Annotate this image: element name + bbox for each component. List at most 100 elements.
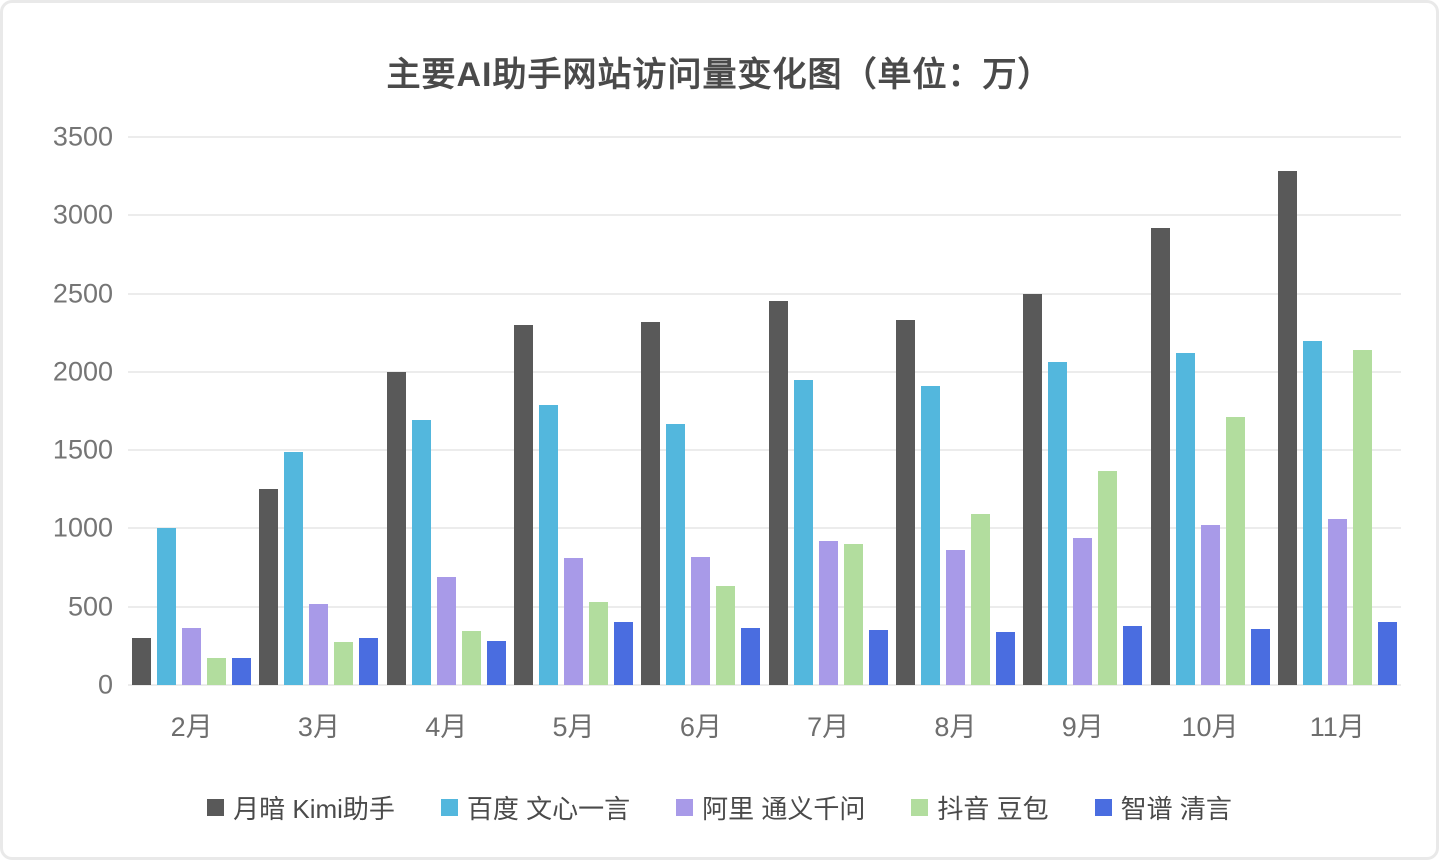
y-axis-tick-label: 2500 [52,278,113,309]
bar [1327,519,1347,685]
bar [207,657,227,685]
bar [157,527,177,685]
bar [1073,537,1093,685]
gridline [128,136,1401,138]
legend-label: 百度 文心一言 [466,794,631,824]
bar [589,602,609,685]
bar [1150,227,1170,685]
y-axis-tick-label: 500 [67,591,113,622]
y-axis-tick-label: 1000 [52,512,113,543]
gridline [128,527,1401,530]
bar [691,556,711,685]
bar [945,550,965,685]
bar [514,324,534,685]
gridline [128,370,1401,373]
bar [970,513,990,685]
bar [716,586,736,685]
bar [411,420,431,685]
legend-label: 阿里 通义千问 [702,794,866,824]
y-axis-tick-label: 0 [97,669,113,700]
x-axis: 2月 3月 4月 5月 6月 7月 8月 9月 10月 11月 [128,705,1401,744]
bar-group-4月 [386,137,506,685]
bar [741,627,761,685]
plot-area [128,136,1401,686]
bar-group-8月 [895,137,1015,685]
chart-title: 主要AI助手网站访问量变化图（单位：万） [386,56,1053,94]
bar [768,301,788,685]
bar [309,603,329,685]
gridline [128,292,1401,295]
legend-label: 抖音 豆包 [937,794,1049,824]
x-axis-tick-label: 9月 [1061,712,1104,742]
legend-swatch-icon [1094,799,1112,816]
bar [1302,340,1322,685]
y-axis-tick-label: 3500 [52,121,113,152]
bar [1048,362,1068,685]
bar-groups [128,137,1401,685]
bar [641,321,661,685]
bar [614,621,634,685]
bar-group-7月 [768,137,888,685]
legend-label: 月暗 Kimi助手 [233,794,395,824]
x-axis-tick-label: 10月 [1181,712,1239,742]
legend-item: 阿里 通义千问 [676,789,865,826]
bar [793,379,813,685]
bar [182,627,202,685]
legend-swatch-icon [676,799,694,816]
bar [486,641,506,685]
bar [1023,293,1043,685]
bar [1250,628,1270,685]
x-axis-tick-label: 11月 [1309,712,1365,742]
y-axis-tick-label: 3000 [52,199,113,230]
bar [132,638,152,685]
gridline [128,449,1401,452]
legend-item: 抖音 豆包 [911,789,1049,826]
bar [1200,525,1220,685]
bar [564,558,584,685]
bar-group-5月 [514,137,634,685]
x-axis-tick-label: 5月 [552,712,595,742]
bar [1123,625,1143,685]
bar [995,631,1015,685]
bar [895,320,915,685]
bar [259,488,279,685]
x-axis-tick-label: 8月 [934,712,977,742]
bar [232,658,252,685]
bar [920,385,940,685]
gridline [128,684,1401,686]
y-axis-tick-label: 1500 [52,434,113,465]
y-axis-tick-label: 2000 [52,356,113,387]
bar [436,576,456,685]
legend-item: 智谱 清言 [1094,789,1232,826]
legend-item: 月暗 Kimi助手 [207,789,395,826]
bar [461,630,481,685]
x-axis-tick-label: 2月 [170,712,213,742]
y-axis: 0 500 1000 1500 2000 2500 3000 3500 [3,122,113,700]
bar [1098,471,1118,685]
bar [843,544,863,685]
bar [386,371,406,685]
bar-group-6月 [641,137,761,685]
bar [1352,349,1372,685]
bar-group-9月 [1023,137,1143,685]
legend-swatch-icon [440,799,458,816]
bar-group-11月 [1277,137,1397,685]
bar [1175,353,1195,685]
legend-label: 智谱 清言 [1120,794,1232,824]
bar-group-2月 [132,137,252,685]
legend: 月暗 Kimi助手 百度 文心一言 阿里 通义千问 抖音 豆包 智谱 清言 [3,789,1436,826]
bar-group-3月 [259,137,379,685]
gridline [128,214,1401,217]
bar [359,638,379,685]
legend-swatch-icon [207,799,225,816]
bar [1225,417,1245,685]
bar [539,404,559,685]
bar [1277,171,1297,685]
bar [334,641,354,685]
legend-swatch-icon [911,799,929,816]
bar [666,423,686,685]
x-axis-tick-label: 6月 [679,712,722,742]
legend-item: 百度 文心一言 [440,789,631,826]
bar-group-10月 [1150,137,1270,685]
